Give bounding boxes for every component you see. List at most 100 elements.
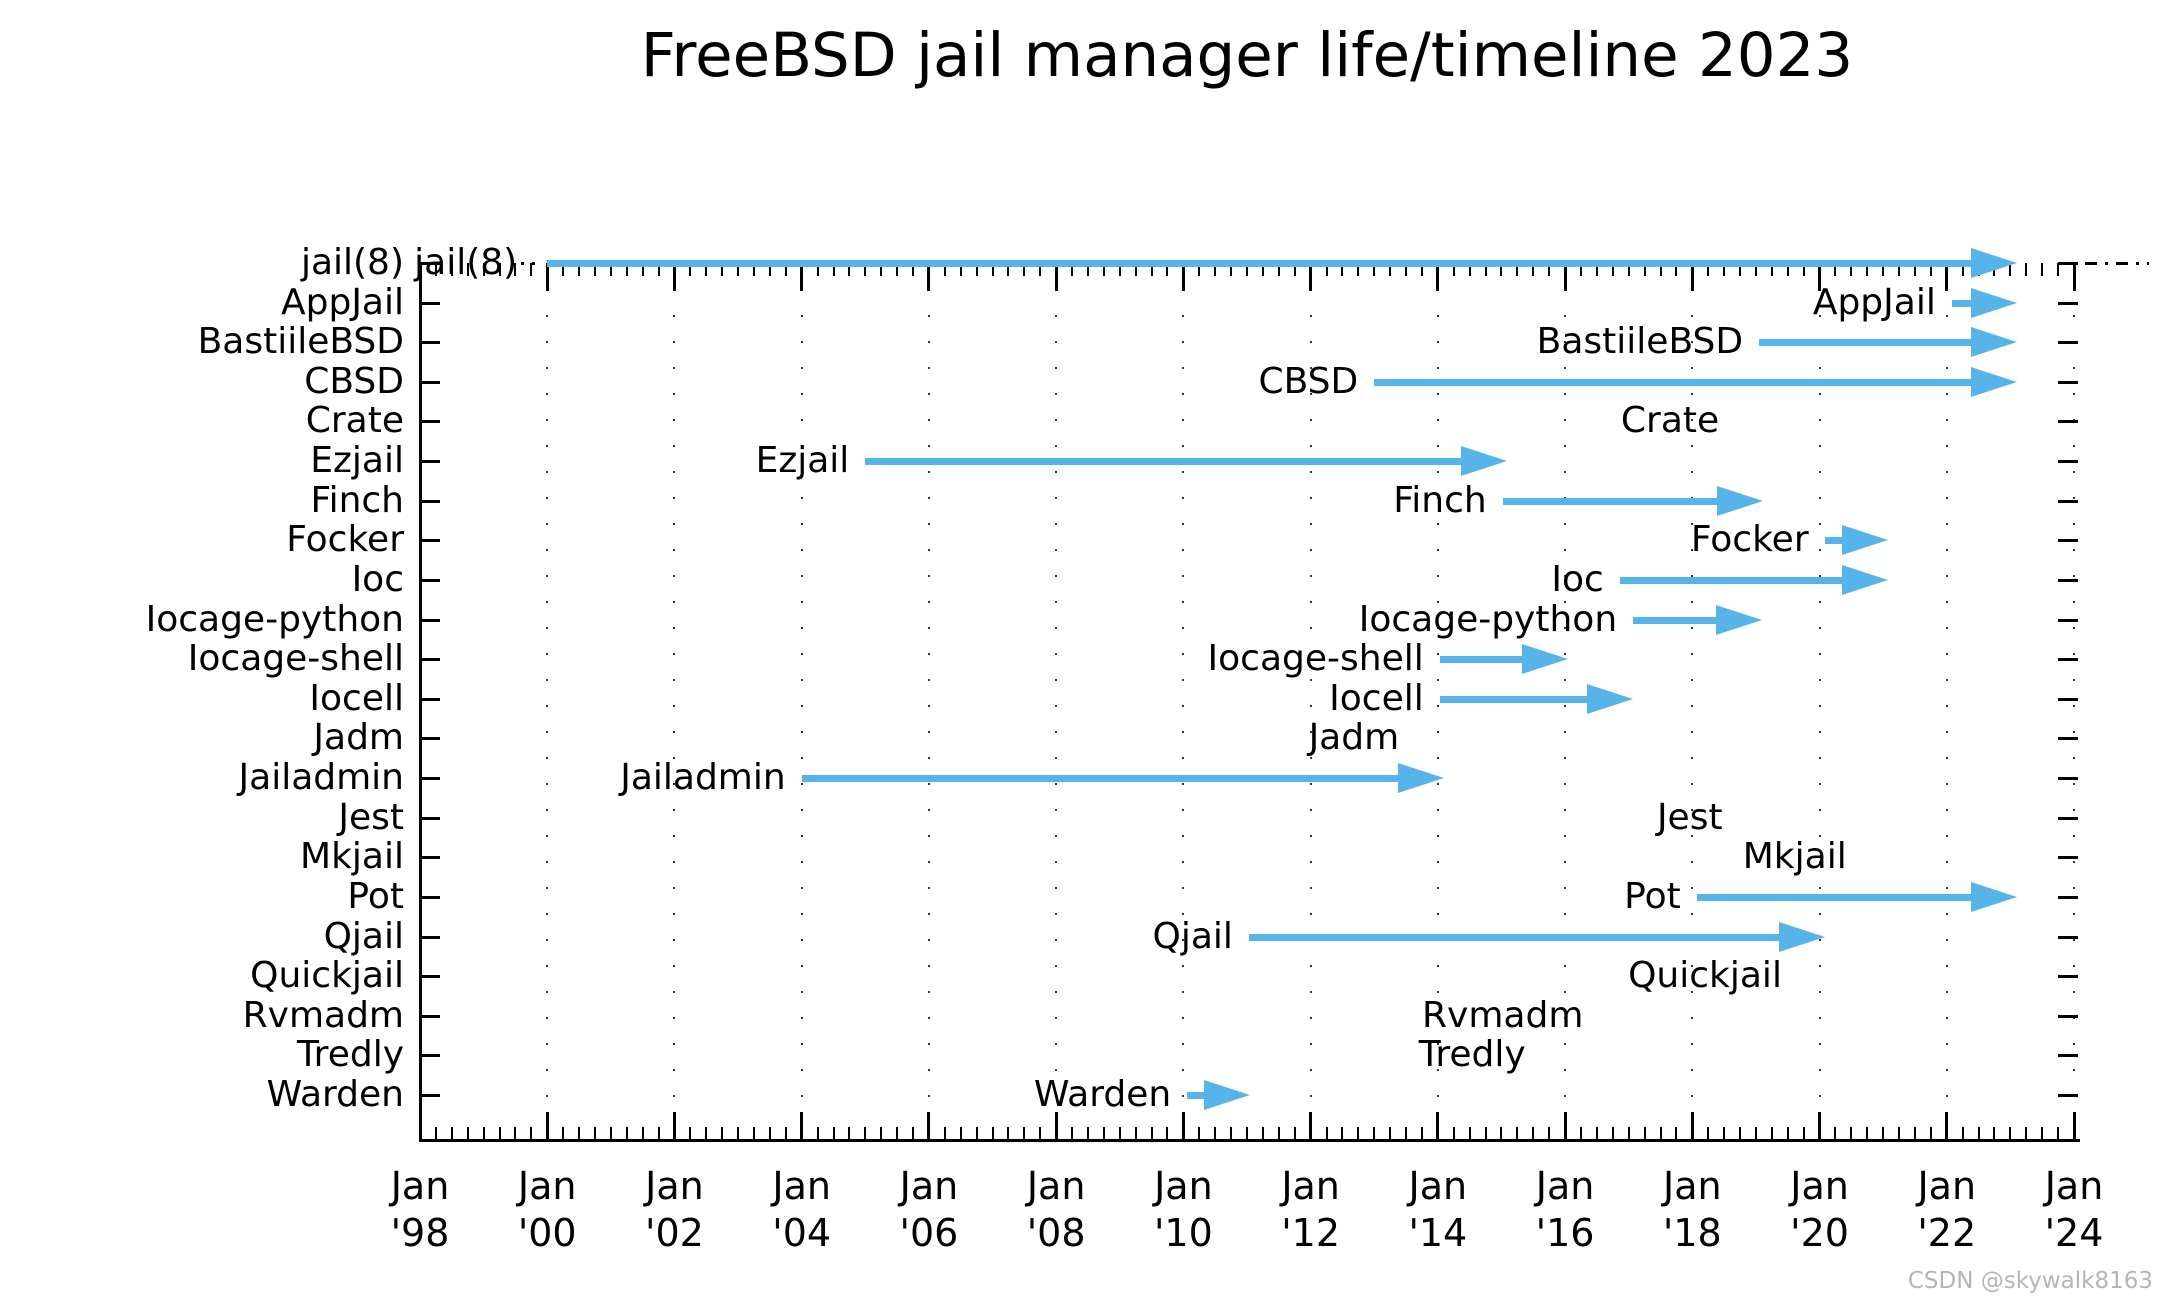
- x-minor-tick-bottom: [1389, 1127, 1392, 1140]
- x-minor-tick-top: [848, 263, 851, 276]
- x-minor-tick-bottom: [1500, 1127, 1503, 1140]
- timeline-arrow-head: [1522, 644, 1569, 675]
- x-minor-tick-top: [482, 263, 485, 276]
- x-minor-tick-top: [1595, 263, 1598, 276]
- x-minor-tick-top: [1246, 263, 1248, 276]
- x-major-tick-top: [1563, 263, 1567, 291]
- x-minor-tick-top: [1007, 263, 1010, 276]
- x-minor-tick-top: [1802, 263, 1805, 276]
- x-minor-tick-bottom: [1086, 1127, 1089, 1140]
- x-minor-tick-bottom: [2009, 1127, 2012, 1140]
- y-axis-label: Tredly: [296, 1034, 404, 1076]
- y-axis-label: Jailadmin: [238, 757, 404, 799]
- y-tick-left: [420, 499, 440, 503]
- x-minor-tick-top: [578, 263, 581, 276]
- x-minor-tick-bottom: [1261, 1127, 1264, 1140]
- x-minor-tick-top: [1023, 263, 1026, 276]
- gridline: [1818, 263, 1821, 1140]
- y-tick-left: [420, 460, 440, 464]
- x-minor-tick-bottom: [1452, 1127, 1455, 1140]
- y-tick-left: [420, 935, 440, 939]
- y-axis-label: Jest: [338, 796, 404, 838]
- row-label: Warden: [1033, 1074, 1172, 1115]
- timeline-arrow-line: [1824, 537, 1848, 545]
- x-major-tick-top: [1436, 263, 1440, 291]
- x-minor-tick-top: [1643, 263, 1646, 276]
- x-minor-tick-bottom: [1786, 1127, 1789, 1140]
- x-minor-tick-top: [943, 263, 946, 276]
- x-major-tick-top: [418, 263, 422, 291]
- x-minor-tick-top: [689, 263, 692, 276]
- x-minor-tick-top: [466, 263, 469, 276]
- y-tick-right: [2058, 895, 2078, 899]
- x-minor-tick-bottom: [1548, 1127, 1551, 1140]
- x-major-tick-top: [800, 263, 804, 291]
- y-tick-left: [420, 658, 440, 662]
- timeline-arrow-head: [1841, 525, 1888, 556]
- x-major-tick-bottom: [1563, 1112, 1567, 1140]
- y-tick-right: [2058, 341, 2078, 345]
- y-tick-left: [420, 539, 440, 543]
- x-tick-label: Jan '02: [645, 1164, 704, 1255]
- x-minor-tick-top: [1198, 263, 1201, 276]
- y-tick-right: [2058, 499, 2078, 503]
- x-minor-tick-top: [1071, 263, 1074, 276]
- x-minor-tick-top: [1325, 263, 1328, 276]
- y-tick-right: [2058, 737, 2078, 741]
- x-minor-tick-bottom: [752, 1127, 755, 1140]
- x-tick-label: Jan '10: [1153, 1164, 1213, 1255]
- x-minor-tick-top: [1850, 263, 1853, 276]
- timeline-arrow-line: [1502, 497, 1723, 505]
- y-tick-right: [2058, 460, 2078, 464]
- y-tick-left: [420, 697, 440, 701]
- x-major-tick-top: [1181, 263, 1185, 291]
- x-minor-tick-top: [1675, 263, 1678, 276]
- x-tick-label: Jan '98: [390, 1164, 450, 1255]
- x-minor-tick-bottom: [1532, 1127, 1535, 1140]
- x-minor-tick-top: [1293, 263, 1296, 276]
- gridline: [1945, 263, 1948, 1140]
- y-tick-right: [2058, 539, 2078, 543]
- x-minor-tick-top: [959, 263, 962, 276]
- y-tick-left: [420, 341, 440, 345]
- x-minor-tick-bottom: [593, 1127, 596, 1140]
- timeline-arrow-head: [1204, 1080, 1251, 1110]
- timeline-arrow-head: [1970, 881, 2017, 912]
- x-minor-tick-bottom: [1277, 1127, 1280, 1140]
- x-tick-label: Jan '20: [1790, 1164, 1849, 1255]
- x-minor-tick-bottom: [1929, 1127, 1932, 1140]
- y-axis-label: Crate: [305, 400, 404, 442]
- x-minor-tick-top: [1484, 263, 1487, 276]
- x-minor-tick-bottom: [959, 1127, 962, 1140]
- y-axis-label: Quickjail: [250, 955, 404, 997]
- x-minor-tick-top: [1659, 263, 1662, 276]
- x-minor-tick-top: [1707, 263, 1710, 276]
- x-minor-tick-top: [1261, 263, 1264, 276]
- timeline-arrow-head: [1970, 248, 2017, 278]
- x-minor-tick-bottom: [1246, 1127, 1248, 1140]
- x-minor-tick-top: [1866, 263, 1869, 276]
- x-minor-tick-bottom: [1754, 1127, 1757, 1140]
- y-axis-label: Ezjail: [310, 440, 404, 482]
- x-minor-tick-top: [1373, 263, 1376, 276]
- x-tick-label: Jan '14: [1408, 1164, 1468, 1255]
- x-minor-tick-bottom: [689, 1127, 692, 1140]
- gridline: [927, 263, 930, 1140]
- y-tick-right: [2058, 777, 2078, 781]
- x-minor-tick-bottom: [1770, 1127, 1773, 1140]
- x-minor-tick-top: [1739, 263, 1742, 276]
- x-minor-tick-bottom: [1882, 1127, 1885, 1140]
- row-label: Jailadmin: [620, 757, 786, 799]
- x-minor-tick-bottom: [943, 1127, 946, 1140]
- x-minor-tick-bottom: [991, 1127, 994, 1140]
- row-label: Finch: [1393, 479, 1487, 521]
- x-minor-tick-bottom: [1643, 1127, 1646, 1140]
- y-axis-label: CBSD: [304, 360, 404, 402]
- x-minor-tick-top: [816, 263, 819, 276]
- row-label: Qjail: [1152, 915, 1233, 957]
- x-tick-label: Jan '08: [1026, 1164, 1086, 1255]
- x-minor-tick-top: [737, 263, 740, 276]
- x-minor-tick-bottom: [1214, 1127, 1217, 1140]
- lead-dots: [521, 262, 544, 265]
- x-minor-tick-top: [1516, 263, 1519, 276]
